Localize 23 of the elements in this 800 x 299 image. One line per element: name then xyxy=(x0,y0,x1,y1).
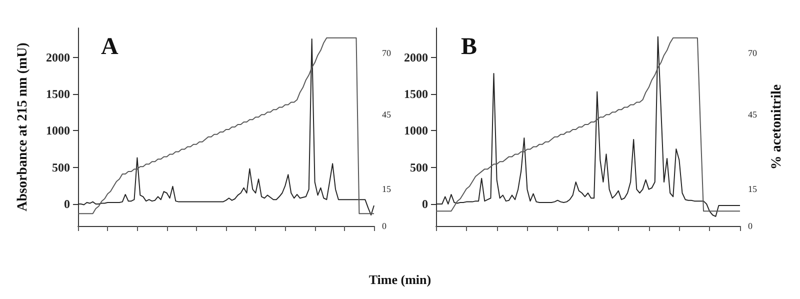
y-tick-label: 0 xyxy=(422,197,428,211)
y-tick-label: 1500 xyxy=(404,87,428,101)
y-tick-label: 2000 xyxy=(46,50,70,64)
y2-tick-label: 15 xyxy=(748,184,758,194)
y-tick-label: 2000 xyxy=(404,50,428,64)
y2-tick-label: 45 xyxy=(382,110,392,120)
y2-axis-title: % acetonitrile xyxy=(770,84,784,170)
y2-tick-label: 15 xyxy=(382,184,392,194)
y2-tick-label: 45 xyxy=(748,110,758,120)
y-tick-label: 1000 xyxy=(404,124,428,138)
y2-tick-label: 0 xyxy=(382,221,387,231)
y-axis-title: Absorbance at 215 nm (mU) xyxy=(16,42,30,212)
y-tick-label: 500 xyxy=(52,160,70,174)
y-tick-label: 500 xyxy=(410,160,428,174)
y-tick-label: 1500 xyxy=(46,87,70,101)
x-axis-title: Time (min) xyxy=(368,272,432,288)
chart-title: A xyxy=(101,34,119,60)
chart-title: B xyxy=(461,34,478,60)
y2-tick-label: 70 xyxy=(382,48,392,58)
y-tick-label: 0 xyxy=(64,197,70,211)
y-tick-label: 1000 xyxy=(46,124,70,138)
y2-tick-label: 70 xyxy=(748,48,758,58)
y2-tick-label: 0 xyxy=(748,221,753,231)
